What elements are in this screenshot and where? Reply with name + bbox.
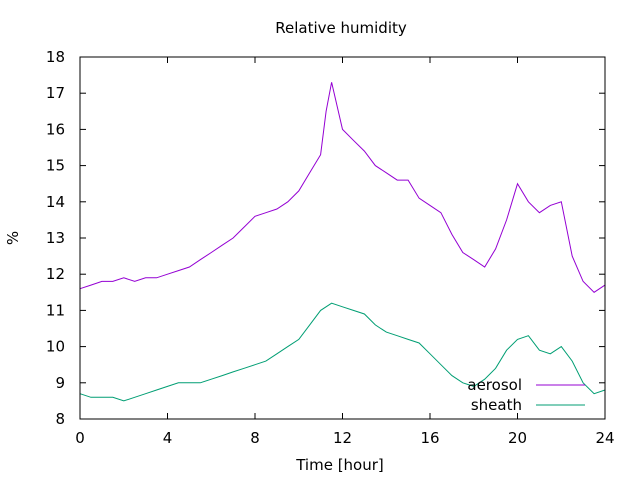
x-tick-label: 0	[75, 429, 85, 447]
y-tick-label: 11	[46, 301, 65, 319]
y-axis-label: %	[4, 231, 22, 245]
legend-label-sheath: sheath	[471, 396, 522, 414]
x-tick-label: 20	[508, 429, 527, 447]
y-tick-label: 15	[46, 157, 65, 175]
series-line-aerosol	[79, 82, 606, 293]
y-tick-label: 13	[46, 229, 65, 247]
y-tick-label: 17	[46, 84, 65, 102]
series-line-sheath	[79, 302, 606, 402]
legend-label-aerosol: aerosol	[467, 376, 522, 394]
x-tick-label: 12	[333, 429, 352, 447]
x-tick-label: 24	[595, 429, 614, 447]
y-tick-label: 12	[46, 265, 65, 283]
plot-frame	[79, 56, 606, 420]
axis-ticks: 0 4 8 12 16 20 24 8 9 10 11 12 13 14 15 16 17 18	[46, 48, 615, 447]
x-tick-label: 8	[250, 429, 260, 447]
legend: aerosol sheath	[467, 376, 585, 414]
y-tick-label: 18	[46, 48, 65, 66]
y-tick-label: 14	[46, 193, 65, 211]
x-tick-label: 4	[163, 429, 173, 447]
x-tick-label: 16	[420, 429, 439, 447]
y-tick-label: 10	[46, 338, 65, 356]
chart-title: Relative humidity	[275, 19, 407, 37]
y-tick-label: 16	[46, 120, 65, 138]
series-layer	[79, 82, 606, 402]
x-axis-label: Time [hour]	[295, 456, 384, 474]
y-tick-label: 8	[55, 410, 65, 428]
y-tick-label: 9	[55, 374, 65, 392]
